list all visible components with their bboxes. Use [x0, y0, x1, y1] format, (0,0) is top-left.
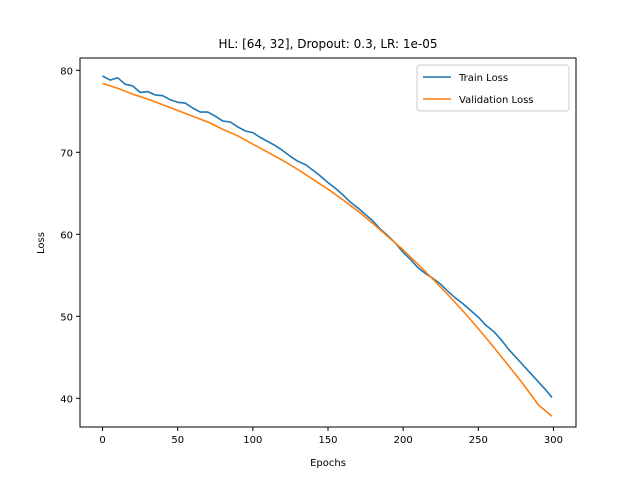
y-tick-label: 50	[60, 312, 73, 323]
x-tick-label: 300	[544, 435, 563, 446]
x-tick-label: 0	[99, 435, 105, 446]
y-axis: 40 50 60 70 80	[60, 66, 80, 405]
y-tick-label: 80	[60, 66, 73, 77]
plot-area	[80, 58, 576, 427]
x-tick-label: 50	[171, 435, 184, 446]
x-tick-label: 150	[318, 435, 337, 446]
series-layer	[102, 75, 553, 417]
y-tick-label: 60	[60, 230, 73, 241]
x-tick-label: 200	[394, 435, 413, 446]
legend-box	[416, 64, 570, 112]
train-loss-line	[102, 75, 553, 399]
x-axis-label: Epochs	[310, 458, 346, 469]
y-tick-label: 70	[60, 148, 73, 159]
legend-label: Validation Loss	[459, 95, 534, 106]
chart-title: HL: [64, 32], Dropout: 0.3, LR: 1e-05	[219, 37, 438, 51]
x-axis: 0 50 100 150 200 250 300	[99, 427, 563, 446]
x-tick-label: 100	[243, 435, 262, 446]
x-tick-label: 250	[469, 435, 488, 446]
legend-label: Train Loss	[458, 73, 508, 84]
legend: Train Loss Validation Loss	[416, 64, 570, 112]
validation-loss-line	[102, 82, 553, 417]
y-axis-label: Loss	[36, 232, 47, 254]
y-tick-label: 40	[60, 394, 73, 405]
